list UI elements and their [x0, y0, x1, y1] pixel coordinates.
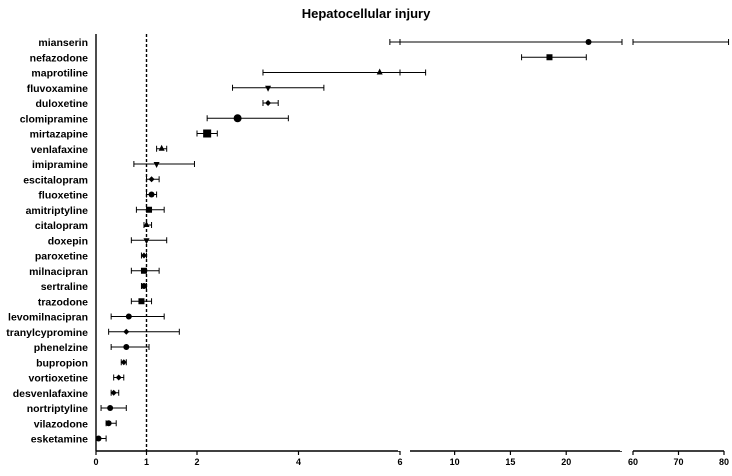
point-marker: [138, 298, 145, 305]
point-marker: [265, 100, 272, 106]
row-label: nefazodone: [30, 52, 88, 64]
point-marker: [143, 238, 150, 245]
row-label: fluoxetine: [38, 190, 88, 202]
point-marker: [146, 206, 153, 213]
point-marker: [148, 191, 155, 198]
row-label: trazodone: [38, 296, 88, 308]
point-marker: [110, 389, 117, 396]
x-tick-label: 1: [144, 457, 149, 467]
row-label: tranylcypromine: [6, 327, 88, 339]
point-marker: [148, 176, 155, 183]
point-marker: [95, 435, 102, 442]
x-tick-label: 2: [194, 457, 199, 467]
point-marker: [158, 144, 165, 151]
chart-title: Hepatocellular injury: [302, 6, 431, 21]
row-label: vortioxetine: [28, 373, 88, 385]
point-marker: [105, 420, 112, 427]
row-label: escitalopram: [23, 174, 88, 186]
row-label: duloxetine: [35, 98, 88, 110]
row-label: sertraline: [41, 281, 88, 293]
point-marker: [376, 68, 383, 75]
row-label: fluvoxamine: [27, 83, 88, 95]
point-marker: [123, 328, 130, 335]
x-tick-label: 15: [505, 457, 515, 467]
x-tick-label: 70: [673, 457, 683, 467]
point-marker: [140, 267, 147, 274]
point-marker: [125, 313, 132, 320]
row-label: clomipramine: [20, 113, 88, 125]
x-tick-label: 10: [450, 457, 460, 467]
point-marker: [140, 252, 147, 259]
row-label: esketamine: [31, 434, 88, 446]
row-label: levomilnacipran: [8, 312, 88, 324]
point-marker: [140, 283, 147, 289]
row-label: mianserin: [38, 37, 88, 49]
point-marker: [115, 374, 122, 381]
point-marker: [265, 85, 272, 92]
row-label: imipramine: [32, 159, 88, 171]
row-label: amitriptyline: [26, 205, 89, 217]
x-tick-label: 4: [296, 457, 301, 467]
row-label: desvenlafaxine: [13, 388, 88, 400]
point-marker: [546, 54, 553, 61]
row-label: vilazodone: [34, 418, 88, 430]
row-label: maprotiline: [31, 68, 88, 80]
x-tick-label: 60: [628, 457, 638, 467]
point-marker: [143, 221, 150, 227]
row-label: phenelzine: [34, 342, 88, 354]
x-tick-label: 20: [561, 457, 571, 467]
point-marker: [120, 359, 127, 366]
row-label: doxepin: [48, 235, 88, 247]
row-label: bupropion: [36, 357, 88, 369]
point-marker: [585, 39, 592, 45]
row-label: mirtazapine: [30, 129, 89, 141]
row-label: paroxetine: [35, 251, 88, 263]
x-tick-label: 6: [397, 457, 402, 467]
x-tick-label: 80: [719, 457, 729, 467]
x-tick-label: 0: [93, 457, 98, 467]
point-marker: [233, 114, 242, 123]
point-marker: [123, 344, 130, 350]
row-label: citalopram: [35, 220, 88, 232]
row-label: milnacipran: [29, 266, 88, 278]
row-label: venlafaxine: [31, 144, 88, 156]
row-label: nortriptyline: [27, 403, 88, 415]
point-marker: [203, 129, 212, 138]
point-marker: [153, 162, 160, 168]
point-marker: [107, 405, 114, 411]
